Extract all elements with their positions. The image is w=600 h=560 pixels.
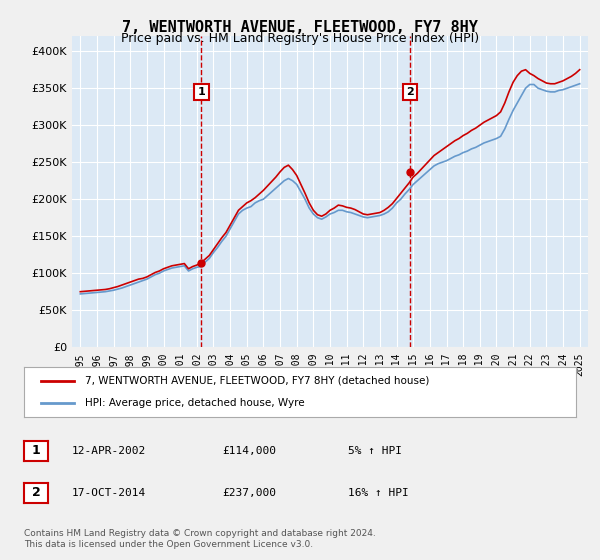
Text: 7, WENTWORTH AVENUE, FLEETWOOD, FY7 8HY (detached house): 7, WENTWORTH AVENUE, FLEETWOOD, FY7 8HY … [85,376,429,386]
Text: 1: 1 [197,87,205,97]
Text: Price paid vs. HM Land Registry's House Price Index (HPI): Price paid vs. HM Land Registry's House … [121,32,479,45]
Text: 17-OCT-2014: 17-OCT-2014 [72,488,146,498]
Text: 16% ↑ HPI: 16% ↑ HPI [348,488,409,498]
Text: 2: 2 [406,87,413,97]
Text: 1: 1 [32,444,40,458]
Text: £114,000: £114,000 [222,446,276,456]
Text: Contains HM Land Registry data © Crown copyright and database right 2024.
This d: Contains HM Land Registry data © Crown c… [24,529,376,549]
Text: 12-APR-2002: 12-APR-2002 [72,446,146,456]
Text: 2: 2 [32,486,40,500]
Text: HPI: Average price, detached house, Wyre: HPI: Average price, detached house, Wyre [85,398,304,408]
Text: 7, WENTWORTH AVENUE, FLEETWOOD, FY7 8HY: 7, WENTWORTH AVENUE, FLEETWOOD, FY7 8HY [122,20,478,35]
Text: £237,000: £237,000 [222,488,276,498]
Text: 5% ↑ HPI: 5% ↑ HPI [348,446,402,456]
